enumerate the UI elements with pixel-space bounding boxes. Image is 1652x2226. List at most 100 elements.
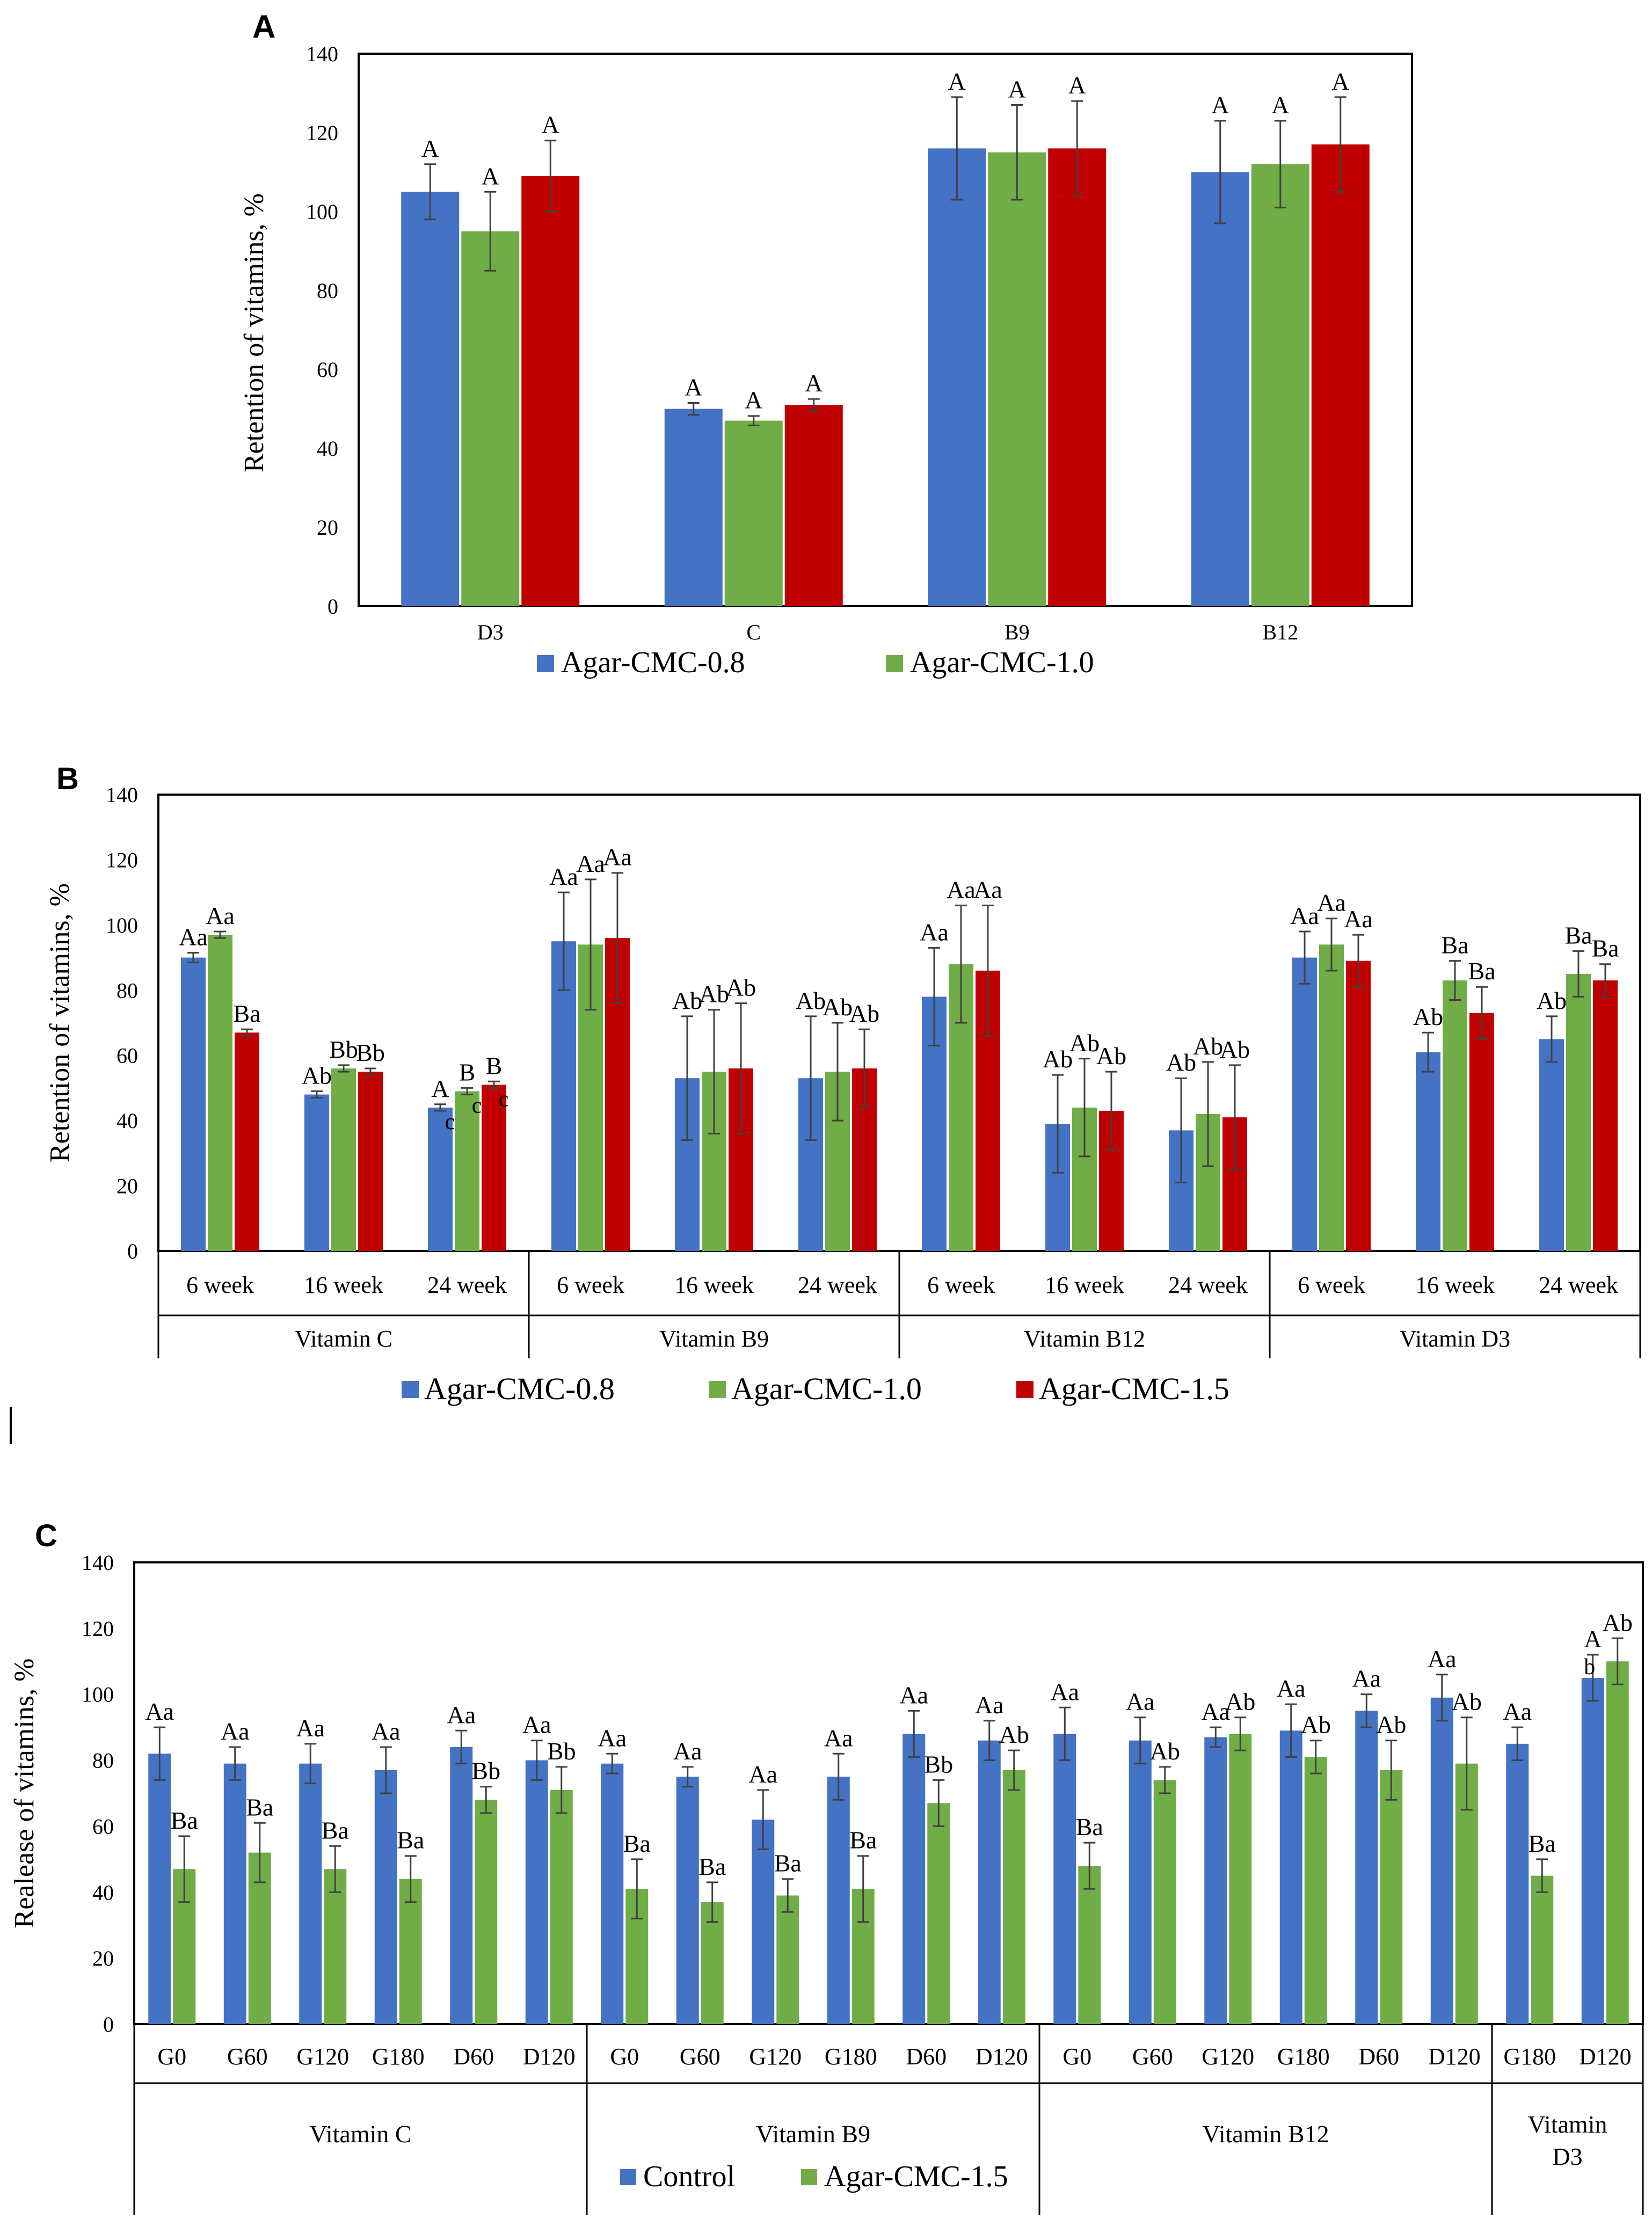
significance-label: Bb — [356, 1039, 385, 1066]
significance-label: A — [1584, 1625, 1602, 1653]
significance-label: A — [1211, 91, 1229, 119]
panel-b: B Retention of vitamins, % 0 20 40 60 80 100 1… — [10, 761, 1641, 1444]
panel-b-letter: B — [56, 761, 79, 796]
panel-c-ylabel: Realease of vitamins, % — [9, 1658, 40, 1929]
significance-label: Aa — [1317, 889, 1346, 916]
x-tick-label: B12 — [1262, 620, 1298, 644]
significance-label: Aa — [920, 918, 949, 945]
bar-agar-cmc-0-8 — [1292, 957, 1317, 1251]
y-tick-label: 20 — [317, 515, 338, 540]
significance-label: Aa — [206, 902, 235, 929]
x-tick-label: G180 — [1503, 2043, 1556, 2070]
significance-label: Ba — [1591, 935, 1619, 962]
significance-label-extra: c — [445, 1110, 455, 1134]
x-tick-label: 16 week — [1415, 1272, 1495, 1298]
x-tick-label: 16 week — [1045, 1272, 1124, 1298]
bar-control — [1355, 1711, 1378, 2024]
bar-agar-cmc-1-5 — [1606, 1661, 1629, 2024]
panel-b-y-ticks: 0 20 40 60 80 100 120 140 — [106, 783, 138, 1263]
significance-label: Ba — [1468, 957, 1495, 985]
significance-label: Ab — [1069, 1029, 1100, 1057]
bar-agar-cmc-0-8 — [304, 1094, 329, 1251]
x-tick-label: G180 — [1277, 2043, 1330, 2070]
significance-label: Ba — [1076, 1813, 1103, 1841]
significance-label: Ab — [1537, 987, 1567, 1014]
significance-label: Ab — [1193, 1032, 1223, 1060]
x-tick-label: 24 week — [1539, 1272, 1618, 1298]
significance-label: Ba — [1564, 921, 1592, 949]
significance-label: Aa — [372, 1718, 401, 1745]
significance-label: Aa — [1277, 1675, 1306, 1702]
significance-label: A — [421, 135, 439, 162]
significance-label: Ab — [1220, 1036, 1250, 1063]
significance-label: Aa — [221, 1718, 250, 1745]
y-tick-label: 120 — [306, 121, 338, 145]
bar-agar-cmc-1-5 — [1078, 1866, 1101, 2024]
significance-label: Ba — [246, 1793, 273, 1821]
bar-agar-cmc-0-8 — [664, 409, 723, 606]
significance-label: Ab — [849, 1000, 879, 1027]
x-tick-label: G0 — [610, 2043, 639, 2070]
significance-label: Ba — [233, 1000, 260, 1027]
panel-a-x-labels: D3 C B9 B12 — [477, 620, 1298, 644]
bar-agar-cmc-1-0 — [455, 1091, 479, 1251]
panel-a-y-ticks: 0 20 40 60 80 100 120 140 — [306, 42, 338, 619]
panel-b-ylabel: Retention of vitamins, % — [45, 883, 75, 1162]
significance-label: Aa — [179, 923, 208, 950]
significance-label: Ab — [796, 987, 826, 1014]
bar-agar-cmc-1-0 — [1251, 164, 1309, 606]
significance-label: Aa — [1126, 1688, 1155, 1715]
y-tick-label: 100 — [306, 200, 338, 224]
significance-label: Ab — [1225, 1688, 1255, 1715]
significance-label: Aa — [1050, 1678, 1079, 1705]
panel-a-bars: A A A A A A A A A A A A — [401, 68, 1370, 607]
legend-swatch-agar-cmc-0-8 — [537, 655, 554, 672]
bar-agar-cmc-1-5 — [1593, 980, 1618, 1251]
significance-label: Aa — [1201, 1698, 1230, 1725]
bar-agar-cmc-1-0 — [1443, 980, 1467, 1251]
legend-swatch-agar-cmc-1-5 — [801, 2169, 817, 2185]
legend-label-control: Control — [643, 2160, 735, 2193]
x-tick-label: C — [746, 620, 761, 644]
bar-control — [1581, 1678, 1604, 2024]
significance-label: Aa — [673, 1737, 702, 1765]
significance-label: Ab — [1603, 1609, 1633, 1636]
significance-label: Aa — [975, 1691, 1004, 1719]
significance-label: A — [1008, 76, 1026, 103]
significance-label: A — [805, 369, 823, 397]
panel-c-y-ticks: 0 20 40 60 80 100 120 140 — [82, 1551, 114, 2036]
significance-label: Aa — [576, 850, 605, 877]
bar-control — [525, 1760, 548, 2024]
bar-control — [903, 1734, 926, 2024]
legend-swatch-control — [620, 2169, 636, 2185]
group-label-line: Vitamin — [1528, 2111, 1607, 2138]
y-tick-label: 140 — [106, 783, 138, 807]
significance-label: Ab — [1413, 1003, 1443, 1030]
bar-control — [148, 1754, 171, 2024]
bar-agar-cmc-0-8 — [181, 957, 206, 1251]
significance-label: A — [482, 162, 499, 190]
bar-agar-cmc-1-5 — [1380, 1770, 1403, 2024]
x-tick-label: G180 — [372, 2043, 425, 2070]
significance-label: Bb — [471, 1757, 500, 1785]
significance-label: Aa — [1290, 902, 1319, 929]
legend-swatch-agar-cmc-1-0 — [886, 655, 903, 672]
significance-label: A — [685, 373, 702, 401]
bar-agar-cmc-1-5 — [927, 1803, 950, 2024]
x-tick-label: B9 — [1005, 620, 1030, 644]
significance-label: Ab — [1043, 1045, 1073, 1073]
bar-control — [450, 1747, 473, 2024]
bar-series-3 — [521, 176, 580, 607]
bar-control — [1129, 1740, 1152, 2024]
x-tick-label: 24 week — [427, 1272, 507, 1298]
bar-agar-cmc-1-0 — [1566, 973, 1591, 1251]
bar-agar-cmc-1-5 — [1346, 961, 1371, 1251]
x-tick-label: 24 week — [798, 1272, 877, 1298]
bar-agar-cmc-1-5 — [482, 1085, 506, 1251]
bar-control — [827, 1777, 850, 2024]
significance-label: Aa — [748, 1761, 777, 1788]
significance-label: Ba — [397, 1827, 424, 1854]
significance-label: Aa — [1503, 1698, 1532, 1725]
y-tick-label: 140 — [82, 1551, 114, 1575]
bar-agar-cmc-0-8 — [551, 941, 576, 1251]
